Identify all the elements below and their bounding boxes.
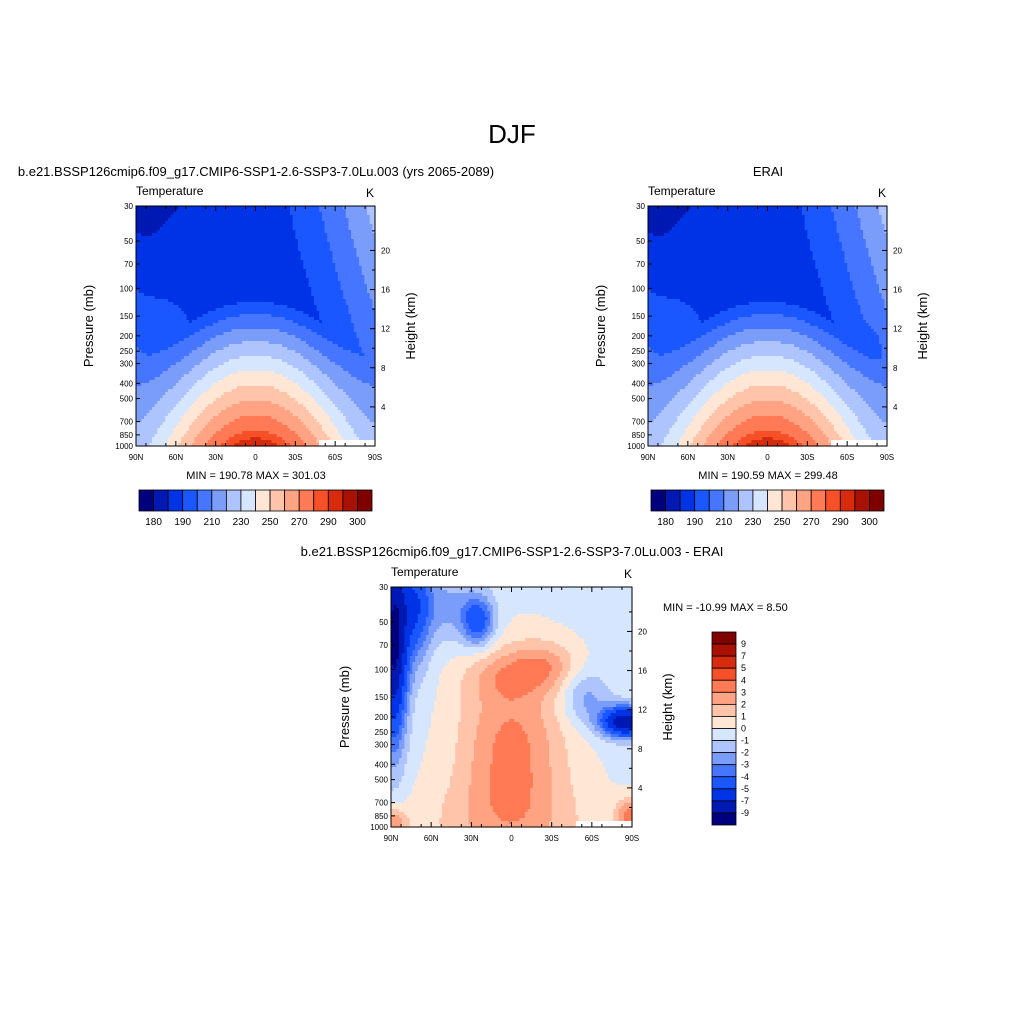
panel-model-units: K [366, 186, 374, 200]
panel-model: b.e21.BSSP126cmip6.f09_g17.CMIP6-SSP1-2.… [18, 164, 494, 528]
panel-model-title: b.e21.BSSP126cmip6.f09_g17.CMIP6-SSP1-2.… [18, 164, 494, 179]
figure-title: DJF [488, 119, 536, 149]
panel-model-left-label: Temperature [136, 184, 204, 198]
panel-model-plot [136, 206, 376, 447]
